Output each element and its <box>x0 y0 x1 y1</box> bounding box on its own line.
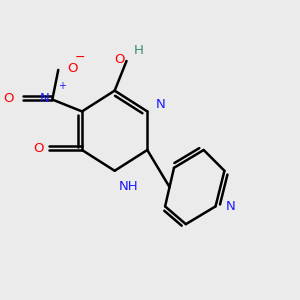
Text: O: O <box>33 142 44 155</box>
Text: N: N <box>226 200 236 213</box>
Text: NH: NH <box>119 180 139 193</box>
Text: O: O <box>114 53 124 66</box>
Text: −: − <box>75 51 85 64</box>
Text: O: O <box>67 62 78 75</box>
Text: N: N <box>40 92 50 105</box>
Text: N: N <box>156 98 166 110</box>
Text: +: + <box>58 81 66 91</box>
Text: O: O <box>3 92 14 105</box>
Text: H: H <box>134 44 143 57</box>
